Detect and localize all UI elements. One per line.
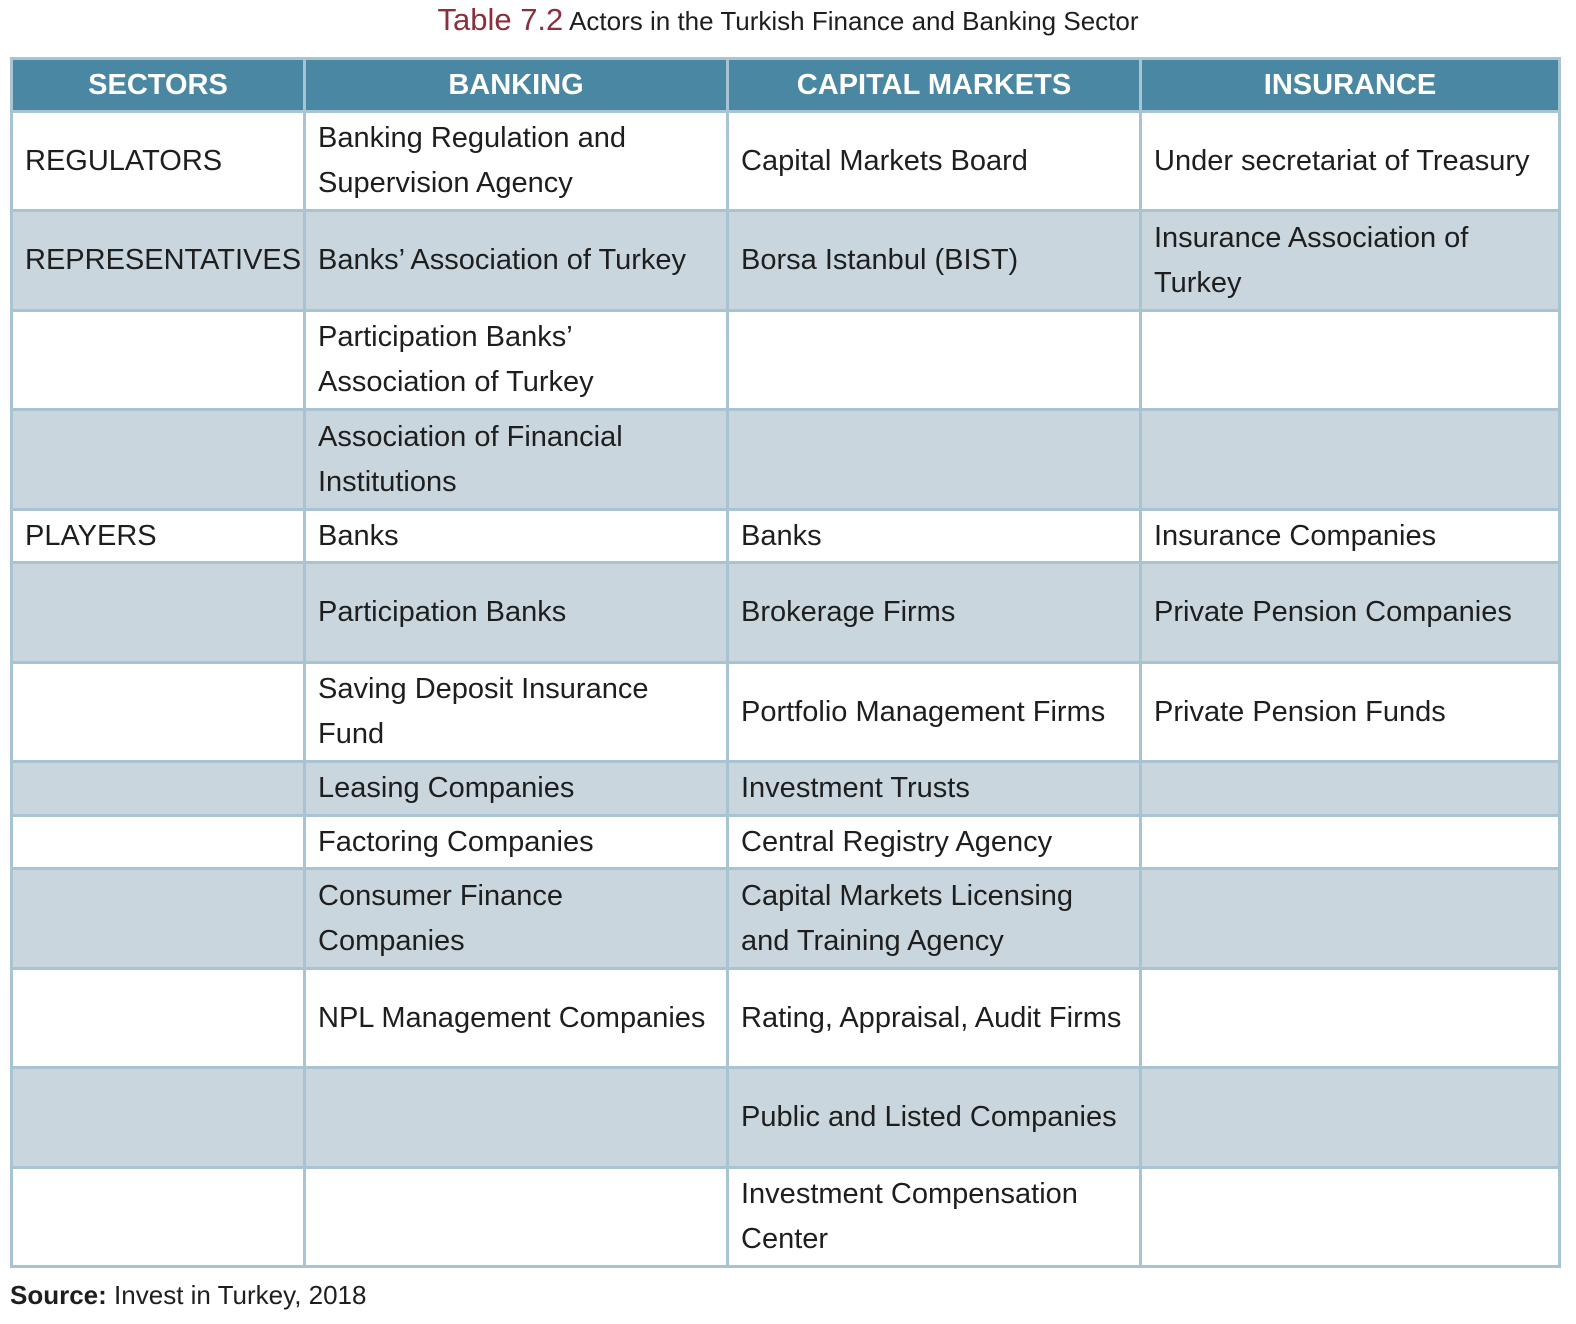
table-row: Saving Deposit Insurance Fund Portfolio M… <box>10 661 1561 763</box>
table-number: Table 7.2 <box>437 2 564 37</box>
table-cell: Factoring Companies <box>303 814 729 870</box>
table-cell: Association of Financial Institutions <box>303 408 729 511</box>
table-cell: Participation Banks’ Association of Turk… <box>303 309 729 411</box>
table-cell: Insurance Companies <box>1139 508 1561 564</box>
table-cell <box>10 814 306 870</box>
column-header: INSURANCE <box>1139 57 1561 113</box>
table-cell <box>1139 408 1561 511</box>
table-cell <box>10 661 306 763</box>
table-row: Leasing Companies Investment Trusts <box>10 760 1561 817</box>
table-cell: NPL Management Companies <box>303 967 729 1069</box>
table-cell <box>726 408 1142 511</box>
table-cell: Public and Listed Companies <box>726 1066 1142 1169</box>
table-cell: Banking Regulation and Supervision Agenc… <box>303 110 729 212</box>
table-cell <box>10 1166 306 1268</box>
table-cell: Participation Banks <box>303 561 729 664</box>
table-cell <box>1139 967 1561 1069</box>
table-cell <box>10 967 306 1069</box>
table-row: Public and Listed Companies <box>10 1066 1561 1169</box>
header-row: SECTORS BANKING CAPITAL MARKETS INSURANCE <box>10 57 1561 113</box>
table-cell: Private Pension Companies <box>1139 561 1561 664</box>
table-cell: Brokerage Firms <box>726 561 1142 664</box>
table-row: Association of Financial Institutions <box>10 408 1561 511</box>
table-cell <box>1139 1066 1561 1169</box>
column-header: CAPITAL MARKETS <box>726 57 1142 113</box>
column-header: SECTORS <box>10 57 306 113</box>
table-row: Participation Banks Brokerage Firms Privat… <box>10 561 1561 664</box>
table-row: Factoring Companies Central Registry Agen… <box>10 814 1561 870</box>
table-cell <box>726 309 1142 411</box>
table-row: REPRESENTATIVES Banks’ Association of Tur… <box>10 209 1561 312</box>
table-caption: Table 7.2 Actors in the Turkish Finance … <box>0 2 1576 38</box>
source-note: Source: Invest in Turkey, 2018 <box>10 1280 366 1311</box>
table-cell: Consumer Finance Companies <box>303 867 729 970</box>
table-cell <box>10 760 306 817</box>
table-cell: Rating, Appraisal, Audit Firms <box>726 967 1142 1069</box>
table-cell: Banks <box>726 508 1142 564</box>
table-row: Consumer Finance Companies Capital Market… <box>10 867 1561 970</box>
table-row: NPL Management Companies Rating, Appraisa… <box>10 967 1561 1069</box>
table-cell: Saving Deposit Insurance Fund <box>303 661 729 763</box>
table-cell: Banks’ Association of Turkey <box>303 209 729 312</box>
table-cell <box>303 1066 729 1169</box>
table-cell <box>1139 760 1561 817</box>
table-row: REGULATORS Banking Regulation and Supervi… <box>10 110 1561 212</box>
table-cell: Investment Compensation Center <box>726 1166 1142 1268</box>
actors-table: SECTORS BANKING CAPITAL MARKETS INSURANCE R… <box>10 57 1561 1268</box>
table-title: Actors in the Turkish Finance and Bankin… <box>569 6 1139 36</box>
column-header: BANKING <box>303 57 729 113</box>
table-row: Participation Banks’ Association of Turk… <box>10 309 1561 411</box>
table-cell <box>10 561 306 664</box>
table-cell <box>1139 867 1561 970</box>
table-cell: Insurance Association of Turkey <box>1139 209 1561 312</box>
table-cell <box>1139 814 1561 870</box>
table-cell <box>10 867 306 970</box>
table-cell: Investment Trusts <box>726 760 1142 817</box>
table-cell <box>1139 309 1561 411</box>
table-cell: Capital Markets Board <box>726 110 1142 212</box>
table-cell <box>303 1166 729 1268</box>
table-cell: Banks <box>303 508 729 564</box>
table-cell: Under secretariat of Treasury <box>1139 110 1561 212</box>
table-row: PLAYERS Banks Banks Insurance Companies <box>10 508 1561 564</box>
table-cell: Private Pension Funds <box>1139 661 1561 763</box>
source-text: Invest in Turkey, 2018 <box>114 1280 367 1310</box>
table-cell: Capital Markets Licensing and Training A… <box>726 867 1142 970</box>
table-cell: Portfolio Management Firms <box>726 661 1142 763</box>
table-cell <box>10 309 306 411</box>
source-label: Source: <box>10 1280 107 1310</box>
table-cell <box>10 1066 306 1169</box>
table-cell: REGULATORS <box>10 110 306 212</box>
table-cell: REPRESENTATIVES <box>10 209 306 312</box>
table-cell: Central Registry Agency <box>726 814 1142 870</box>
table-cell: Leasing Companies <box>303 760 729 817</box>
table-cell: Borsa Istanbul (BIST) <box>726 209 1142 312</box>
table-row: Investment Compensation Center <box>10 1166 1561 1268</box>
table-cell: PLAYERS <box>10 508 306 564</box>
table-cell <box>1139 1166 1561 1268</box>
table-cell <box>10 408 306 511</box>
